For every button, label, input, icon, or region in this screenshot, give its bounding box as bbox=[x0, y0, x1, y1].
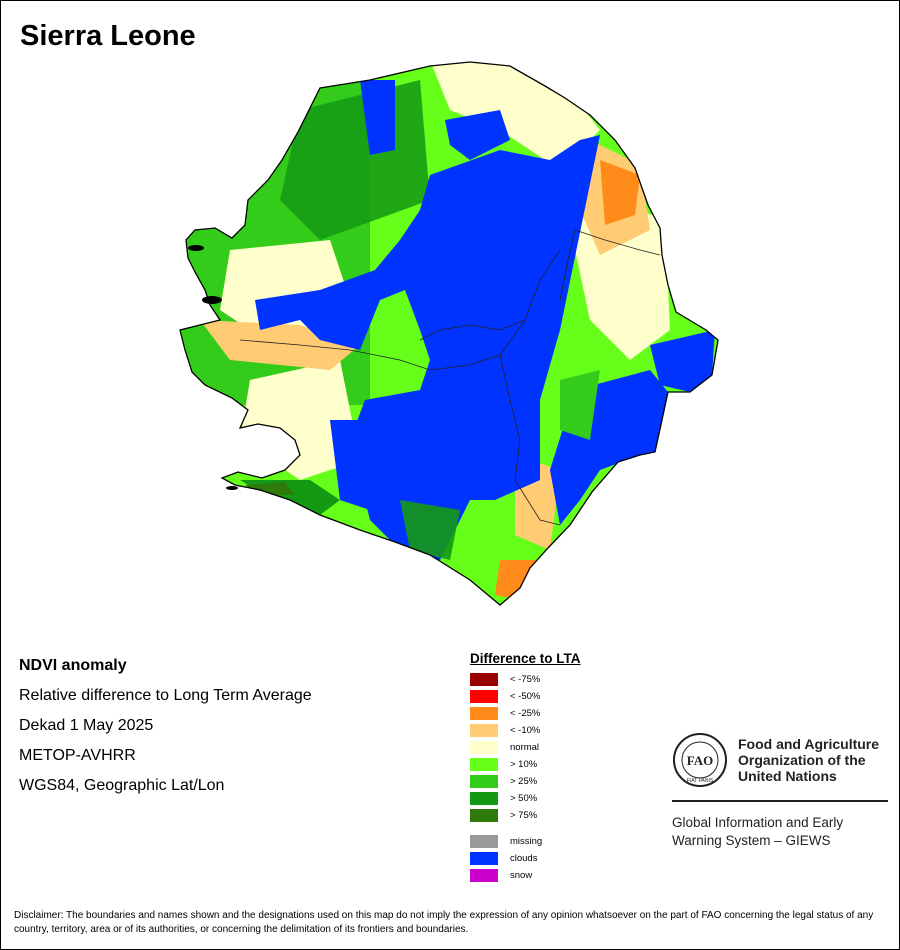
giews-name: Global Information and Early Warning Sys… bbox=[672, 814, 843, 850]
legend-label: > 75% bbox=[510, 810, 538, 821]
legend-swatch bbox=[470, 809, 498, 822]
map-title: Sierra Leone bbox=[20, 20, 196, 52]
legend-label: > 10% bbox=[510, 759, 538, 770]
legend-swatch bbox=[470, 690, 498, 703]
coastal-islands bbox=[188, 245, 238, 490]
district-boundaries bbox=[239, 229, 661, 526]
fao-logo-motto: FIAT PANIS bbox=[687, 778, 714, 784]
legend-label: < -50% bbox=[510, 691, 541, 702]
legend-swatch bbox=[470, 835, 498, 848]
legend-label: clouds bbox=[510, 853, 538, 864]
giews-line2: Warning System – GIEWS bbox=[672, 833, 831, 848]
legend-swatch bbox=[470, 673, 498, 686]
legend-class-item: < -75% bbox=[470, 671, 581, 688]
giews-line1: Global Information and Early bbox=[672, 815, 844, 830]
legend-swatch bbox=[470, 724, 498, 737]
fao-name-line1: Food and Agriculture bbox=[738, 736, 880, 752]
legend-class-item: > 25% bbox=[470, 773, 581, 790]
legend: Difference to LTA < -75% < -50% < -25% < -1… bbox=[470, 651, 581, 884]
legend-label: > 25% bbox=[510, 776, 538, 787]
legend-class-item: > 10% bbox=[470, 756, 581, 773]
legend-swatch bbox=[470, 869, 498, 882]
legend-swatch bbox=[470, 707, 498, 720]
legend-swatch bbox=[470, 792, 498, 805]
legend-title: Difference to LTA bbox=[470, 651, 581, 666]
info-description: Relative difference to Long Term Average bbox=[19, 687, 312, 704]
info-projection: WGS84, Geographic Lat/Lon bbox=[19, 777, 225, 794]
fao-name: Food and Agriculture Organization of the… bbox=[738, 736, 879, 784]
legend-swatch bbox=[470, 852, 498, 865]
disclaimer: Disclaimer: The boundaries and names sho… bbox=[14, 910, 874, 935]
legend-swatch bbox=[470, 775, 498, 788]
legend-swatch bbox=[470, 741, 498, 754]
info-date: Dekad 1 May 2025 bbox=[19, 717, 154, 734]
legend-swatch bbox=[470, 758, 498, 771]
map-info: NDVI anomaly Relative difference to Long… bbox=[19, 656, 312, 806]
legend-class-item: < -25% bbox=[470, 705, 581, 722]
legend-class-item: > 50% bbox=[470, 790, 581, 807]
legend-label: > 50% bbox=[510, 793, 538, 804]
legend-label: < -75% bbox=[510, 674, 541, 685]
map-raster-layer bbox=[180, 62, 718, 605]
legend-class-item: > 75% bbox=[470, 807, 581, 824]
legend-label: snow bbox=[510, 870, 533, 881]
info-sensor: METOP-AVHRR bbox=[19, 747, 136, 764]
fao-logo-text: FAO bbox=[687, 753, 713, 768]
fao-logo: FAO FIAT PANIS bbox=[673, 733, 727, 787]
legend-label: normal bbox=[510, 742, 540, 753]
legend-label: missing bbox=[510, 836, 543, 847]
legend-extra-item: clouds bbox=[470, 850, 581, 867]
fao-name-line2: Organization of the bbox=[738, 752, 866, 768]
legend-label: < -25% bbox=[510, 708, 541, 719]
legend-extra: missing clouds snow bbox=[470, 833, 581, 884]
legend-class-item: normal bbox=[470, 739, 581, 756]
legend-class-item: < -50% bbox=[470, 688, 581, 705]
ndvi-anomaly-map bbox=[179, 61, 719, 606]
info-product: NDVI anomaly bbox=[19, 657, 127, 674]
fao-name-line3: United Nations bbox=[738, 768, 837, 784]
fao-divider bbox=[672, 800, 888, 802]
legend-class-item: < -10% bbox=[470, 722, 581, 739]
legend-extra-item: snow bbox=[470, 867, 581, 884]
legend-classes: < -75% < -50% < -25% < -10% normal > 10% > 25%… bbox=[470, 671, 581, 824]
legend-extra-item: missing bbox=[470, 833, 581, 850]
legend-label: < -10% bbox=[510, 725, 541, 736]
country-outline bbox=[179, 61, 719, 606]
